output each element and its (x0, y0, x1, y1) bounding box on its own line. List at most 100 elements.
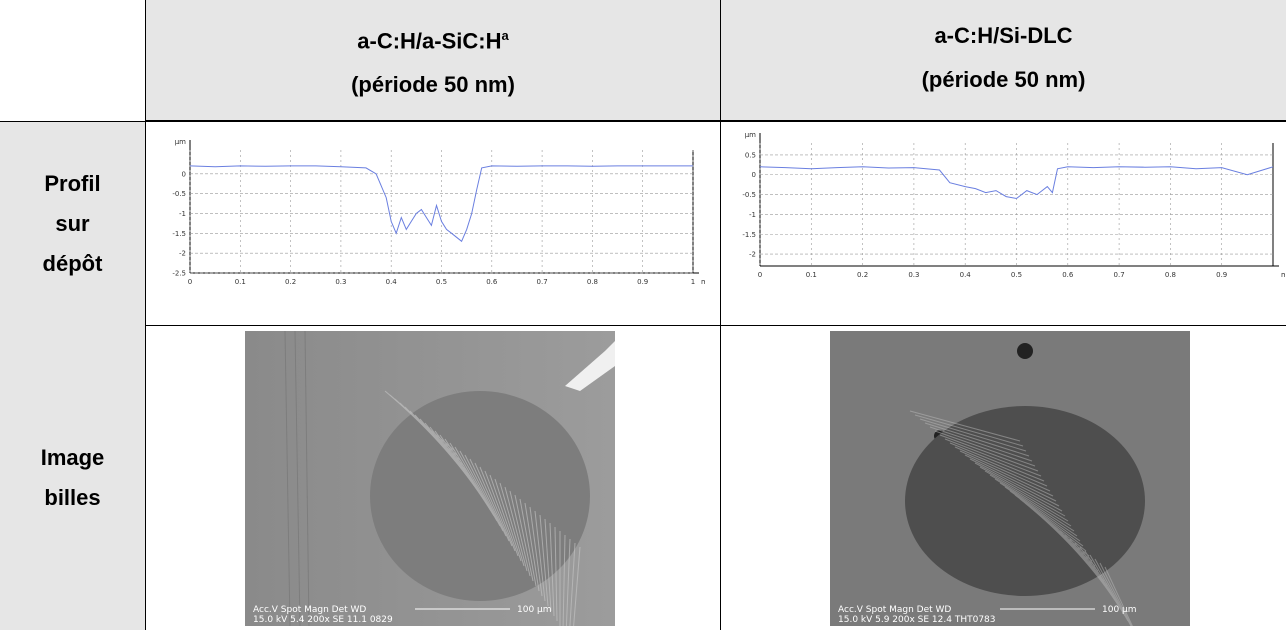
y-tick-label: -1 (749, 211, 756, 219)
stripe (484, 470, 516, 552)
y-unit: µm (175, 138, 186, 146)
stripe (919, 418, 1027, 452)
header-name: a-C:H/a-SiC:Ha (146, 14, 720, 63)
header: a-C:H/a-SiC:Ha (période 50 nm) (146, 0, 720, 120)
sem-scale: 100 µm (1102, 605, 1137, 615)
x-tick-label: 0 (758, 271, 762, 279)
x-tick-label: 0.4 (960, 271, 972, 279)
header: a-C:H/Si-DLC (période 50 nm) (721, 0, 1286, 120)
stripe (999, 482, 1075, 532)
cell (145, 325, 720, 630)
stripe (1009, 490, 1081, 542)
stripe (464, 454, 504, 532)
row-label: Profil sur dépôt (0, 121, 145, 326)
sem-caption: Acc.V Spot Magn Det WD (838, 605, 951, 615)
stripe (539, 514, 549, 607)
header-period: (période 50 nm) (351, 72, 515, 98)
stripe (934, 430, 1036, 467)
stripe (929, 426, 1033, 462)
x-tick-label: 0.8 (587, 278, 598, 286)
stripe (939, 434, 1039, 472)
x-tick-label: 0.3 (335, 278, 346, 286)
profile-plot: µmmm0-0.5-1-1.5-2-2.500.10.20.30.40.50.6… (172, 138, 705, 286)
stripe (974, 462, 1060, 507)
row-label-line: dépôt (42, 250, 103, 276)
stripe (509, 490, 531, 577)
x-tick-label: 0.5 (1011, 271, 1022, 279)
sem-scale: 100 µm (517, 605, 552, 615)
stripe (944, 438, 1042, 477)
profile-line (759, 166, 1274, 200)
cell (145, 121, 720, 326)
x-tick-label: 0.7 (1114, 271, 1125, 279)
stripe (1099, 562, 1133, 626)
profile-line (189, 165, 693, 243)
sem-caption: 15.0 kV 5.9 200x SE 12.4 THT0783 (838, 615, 996, 625)
x-tick-label: 0.2 (857, 271, 868, 279)
stripe (989, 474, 1069, 522)
stripe (569, 542, 576, 626)
stripe (519, 498, 537, 587)
y-tick-label: -0.5 (172, 190, 186, 198)
sem-caption: 15.0 kV 5.4 200x SE 11.1 0829 (253, 615, 393, 625)
header-text: a-C:H/Si-DLC (934, 23, 1073, 48)
x-tick-label: 0.8 (1165, 271, 1176, 279)
stripe (1104, 566, 1133, 626)
y-tick-label: -1.5 (742, 231, 756, 239)
y-tick-label: 0.5 (745, 151, 756, 159)
row-label-line: billes (44, 484, 101, 510)
header-cell: a-C:H/Si-DLC (période 50 nm) (720, 0, 1286, 121)
stripe (549, 522, 555, 617)
x-unit: mm (1281, 271, 1285, 279)
stripe (959, 450, 1051, 492)
stripe (1004, 486, 1078, 537)
stripe (494, 478, 522, 562)
stripe (524, 502, 540, 592)
stripe (544, 518, 552, 612)
row-label-line: sur (55, 210, 90, 236)
x-tick-label: 0.9 (1216, 271, 1227, 279)
header-cell: a-C:H/a-SiC:Ha (période 50 nm) (145, 0, 720, 121)
stripe (469, 458, 507, 537)
stripe (979, 466, 1063, 512)
x-tick-label: 0.1 (235, 278, 246, 286)
stripe (499, 482, 525, 567)
x-tick-label: 0.2 (285, 278, 296, 286)
row-label: Image billes (0, 325, 145, 630)
stripe (573, 546, 581, 626)
stripe (994, 478, 1072, 527)
stripe (454, 446, 498, 522)
stripe (909, 410, 1021, 442)
x-unit: mm (701, 278, 705, 286)
stripe (924, 422, 1030, 457)
stripe (479, 466, 513, 547)
stripe (565, 538, 571, 626)
y-tick-label: -2.5 (172, 270, 186, 278)
y-tick-label: -2 (179, 250, 186, 258)
x-tick-label: 0.9 (637, 278, 648, 286)
y-tick-label: 0 (752, 171, 756, 179)
x-tick-label: 0.5 (436, 278, 447, 286)
stripe (554, 526, 558, 622)
stripe (949, 442, 1045, 482)
x-tick-label: 0.7 (537, 278, 548, 286)
stripe (1094, 558, 1132, 626)
x-tick-label: 0.6 (1062, 271, 1074, 279)
y-unit: µm (745, 131, 756, 139)
row-label-line: Profil (44, 170, 101, 196)
y-tick-label: 0 (182, 170, 186, 178)
stripe (562, 534, 566, 626)
stripe (969, 458, 1057, 502)
stripe (459, 450, 501, 527)
y-tick-label: -2 (749, 251, 756, 259)
stripe (449, 442, 495, 517)
sem-caption: Acc.V Spot Magn Det WD (253, 605, 366, 615)
stripe (529, 506, 543, 597)
stripe (514, 494, 534, 582)
stripe (534, 510, 546, 602)
y-tick-label: -1.5 (172, 230, 186, 238)
y-tick-label: -0.5 (742, 191, 756, 199)
